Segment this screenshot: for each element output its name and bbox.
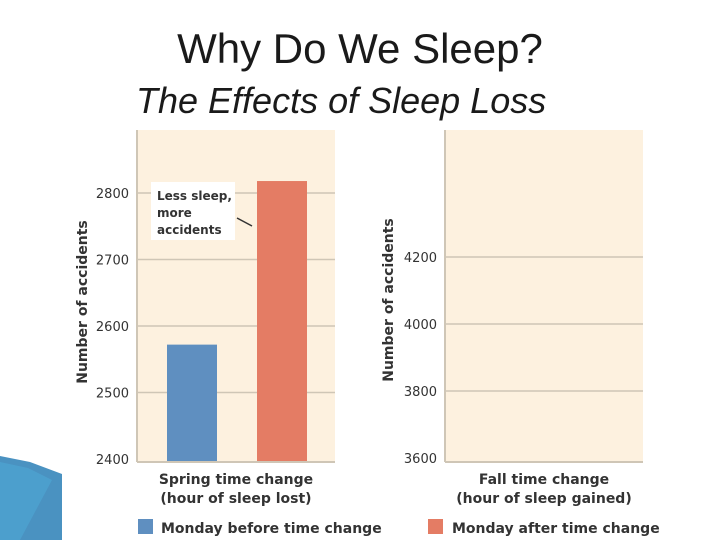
chart-1-y-axis-title: Number of accidents xyxy=(75,220,91,384)
chart-1-category-line-1: Spring time change xyxy=(159,472,313,488)
chart-1-y-tick-label: 2400 xyxy=(96,453,129,468)
chart-2-tick-labels: 3600 3800 4000 4200 xyxy=(404,251,437,467)
chart-1-annotation-line-1: Less sleep, xyxy=(157,189,232,203)
slide-title: Why Do We Sleep? xyxy=(177,25,543,72)
chart-2-y-axis-title: Number of accidents xyxy=(381,218,397,382)
chart-2-panel xyxy=(445,130,643,462)
legend-swatch-before xyxy=(138,519,153,534)
legend-swatch-after xyxy=(428,519,443,534)
legend-label-before: Monday before time change xyxy=(161,521,382,537)
chart-1-category-line-2: (hour of sleep lost) xyxy=(160,491,311,507)
chart-2-category-line-1: Fall time change xyxy=(479,472,609,488)
chart-2-y-tick-label: 3600 xyxy=(404,452,437,467)
legend-label-after: Monday after time change xyxy=(452,521,660,537)
chart-2-y-tick-label: 4200 xyxy=(404,251,437,266)
chart-1-annotation-line-3: accidents xyxy=(157,223,222,237)
chart-1-bar-monday-before xyxy=(167,344,217,461)
chart-1-y-tick-label: 2800 xyxy=(96,187,129,202)
chart-1-annotation-pointer xyxy=(236,217,253,227)
chart-1-bars xyxy=(167,181,307,461)
chart-1-annotation-line-2: more xyxy=(157,206,192,220)
chart-2-gridlines xyxy=(445,256,643,392)
chart-2-y-tick-label: 4000 xyxy=(404,318,437,333)
chart-1-y-tick-label: 2700 xyxy=(96,254,129,269)
slide-accent-highlight xyxy=(0,462,52,540)
chart-1-y-tick-label: 2500 xyxy=(96,387,129,402)
chart-2-category-line-2: (hour of sleep gained) xyxy=(456,491,631,507)
slide-subtitle: The Effects of Sleep Loss xyxy=(136,80,547,121)
chart-1-annotation-box xyxy=(151,182,235,240)
chart-1-tick-labels: 2400 2500 2600 2700 2800 xyxy=(96,187,129,468)
chart-1-y-tick-label: 2600 xyxy=(96,320,129,335)
chart-2-y-tick-label: 3800 xyxy=(404,385,437,400)
chart-1-bar-monday-after xyxy=(257,181,307,461)
